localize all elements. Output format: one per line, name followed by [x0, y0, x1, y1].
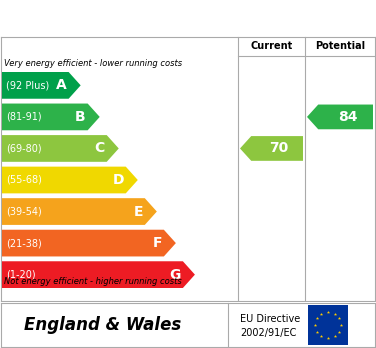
Bar	[308, 305, 348, 345]
Polygon shape	[307, 104, 373, 129]
Text: E: E	[133, 205, 143, 219]
Text: 2002/91/EC: 2002/91/EC	[240, 328, 296, 338]
Text: (81-91): (81-91)	[6, 112, 42, 122]
Text: G: G	[170, 268, 181, 282]
Text: Not energy efficient - higher running costs: Not energy efficient - higher running co…	[4, 277, 182, 286]
Text: (1-20): (1-20)	[6, 270, 36, 280]
Text: 84: 84	[338, 110, 357, 124]
Text: D: D	[112, 173, 124, 187]
Polygon shape	[2, 230, 176, 256]
Polygon shape	[2, 135, 119, 162]
Text: 70: 70	[270, 141, 289, 156]
Polygon shape	[2, 104, 100, 130]
Text: EU Directive: EU Directive	[240, 315, 300, 324]
Polygon shape	[2, 72, 81, 99]
Text: Very energy efficient - lower running costs: Very energy efficient - lower running co…	[4, 59, 182, 68]
Text: Potential: Potential	[315, 41, 365, 51]
Polygon shape	[2, 167, 138, 193]
Text: (55-68): (55-68)	[6, 175, 42, 185]
Text: Energy Efficiency Rating: Energy Efficiency Rating	[64, 9, 312, 27]
Text: B: B	[75, 110, 86, 124]
Text: (92 Plus): (92 Plus)	[6, 80, 49, 90]
Text: (69-80): (69-80)	[6, 143, 42, 153]
Text: Current: Current	[250, 41, 293, 51]
Text: (21-38): (21-38)	[6, 238, 42, 248]
Text: C: C	[94, 141, 105, 156]
Polygon shape	[240, 136, 303, 161]
Text: England & Wales: England & Wales	[24, 316, 181, 334]
Text: F: F	[152, 236, 162, 250]
Text: A: A	[56, 78, 67, 92]
Polygon shape	[2, 198, 157, 225]
Polygon shape	[2, 261, 195, 288]
Text: (39-54): (39-54)	[6, 207, 42, 216]
